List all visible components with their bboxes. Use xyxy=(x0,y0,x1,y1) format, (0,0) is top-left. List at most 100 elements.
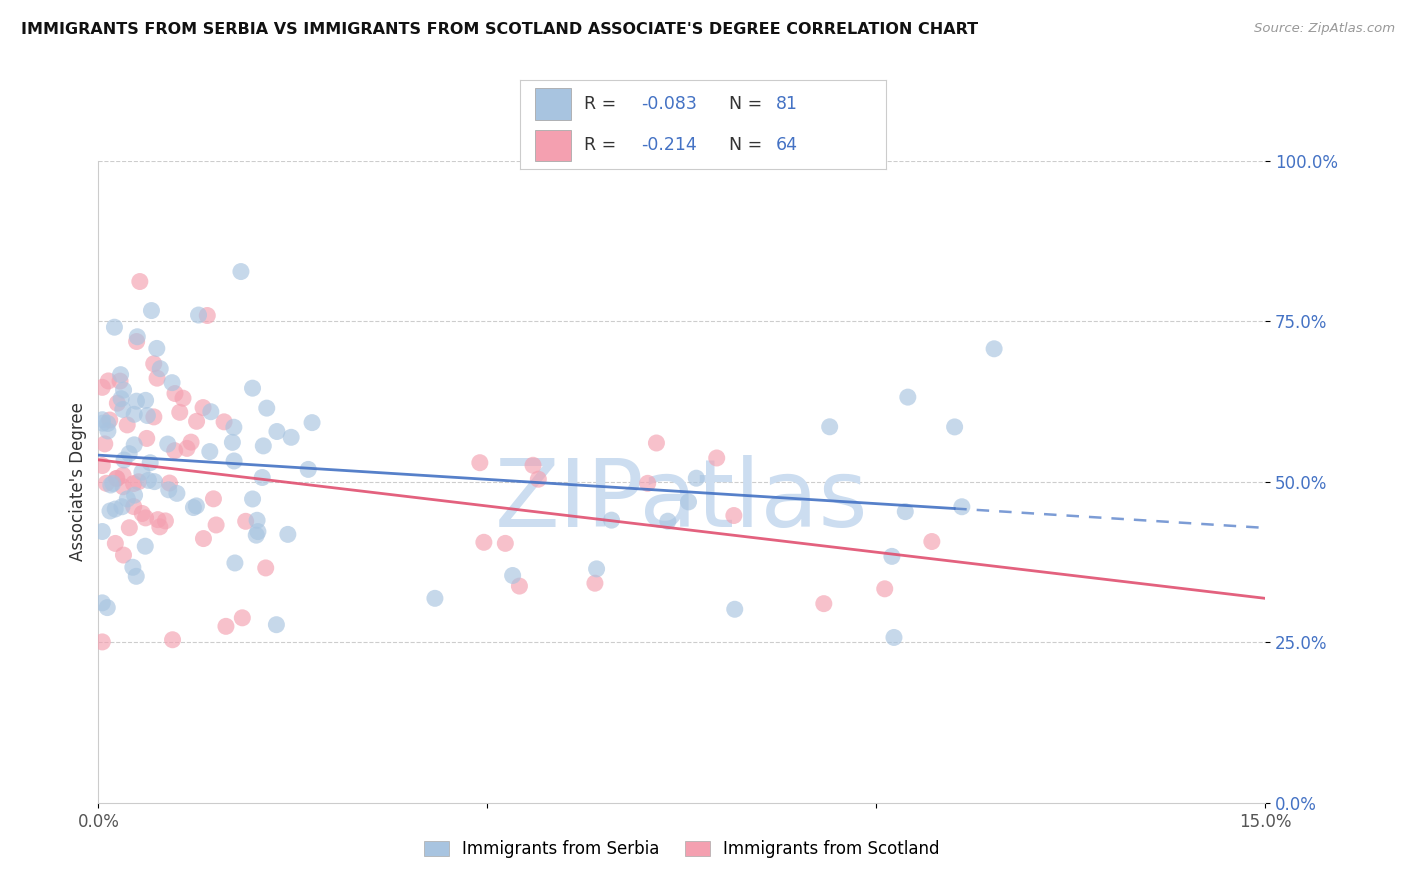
Point xyxy=(100,478,122,492)
Point xyxy=(122,500,145,514)
Text: R =: R = xyxy=(585,136,621,154)
Point xyxy=(125,334,148,349)
Point xyxy=(162,632,184,647)
Point xyxy=(583,576,606,591)
Point xyxy=(522,458,544,473)
Point xyxy=(112,480,135,494)
Point xyxy=(108,374,131,388)
Point xyxy=(127,330,149,344)
Point xyxy=(157,483,180,497)
Point xyxy=(873,582,896,596)
Point xyxy=(104,502,127,516)
Point xyxy=(125,569,148,583)
Point xyxy=(105,471,128,485)
Y-axis label: Associate's Degree: Associate's Degree xyxy=(69,402,87,561)
Point xyxy=(163,443,186,458)
Point xyxy=(91,458,114,473)
Point xyxy=(97,374,120,388)
Point xyxy=(186,414,208,428)
Point xyxy=(155,514,177,528)
Point xyxy=(146,371,169,385)
Point xyxy=(115,417,138,432)
Point xyxy=(104,536,127,550)
Point xyxy=(224,556,246,570)
Text: 64: 64 xyxy=(776,136,799,154)
Point xyxy=(256,401,278,416)
Point xyxy=(110,368,132,382)
Point xyxy=(242,491,264,506)
Text: R =: R = xyxy=(585,95,621,113)
Point xyxy=(98,504,121,518)
Point xyxy=(235,514,257,528)
Text: N =: N = xyxy=(728,136,768,154)
Point xyxy=(112,548,135,562)
Point xyxy=(91,524,114,539)
Point xyxy=(118,521,141,535)
Point xyxy=(91,413,114,427)
Point xyxy=(105,396,128,410)
Text: ZIPatlas: ZIPatlas xyxy=(495,455,869,547)
Point xyxy=(280,430,302,444)
Point xyxy=(678,495,700,509)
Point xyxy=(527,472,550,486)
Point xyxy=(277,527,299,541)
Point xyxy=(252,470,274,484)
Point xyxy=(301,416,323,430)
Point xyxy=(94,437,117,451)
Point xyxy=(254,561,277,575)
Point xyxy=(187,308,209,322)
Point xyxy=(191,401,214,415)
Point xyxy=(136,409,159,423)
Point xyxy=(149,361,172,376)
Text: N =: N = xyxy=(728,95,768,113)
Point xyxy=(131,465,153,479)
Point xyxy=(128,275,150,289)
Point xyxy=(146,513,169,527)
Point xyxy=(215,619,238,633)
Text: Source: ZipAtlas.com: Source: ZipAtlas.com xyxy=(1254,22,1395,36)
Point xyxy=(600,513,623,527)
Point xyxy=(163,386,186,401)
Point xyxy=(813,597,835,611)
Point xyxy=(117,491,139,506)
Point xyxy=(101,476,124,491)
Point xyxy=(221,435,243,450)
Point xyxy=(143,475,166,489)
Point xyxy=(222,454,245,468)
Point xyxy=(200,405,222,419)
Point xyxy=(205,518,228,533)
Point xyxy=(124,488,146,502)
Point xyxy=(98,413,121,427)
Point xyxy=(266,425,288,439)
Point xyxy=(880,549,903,564)
Point xyxy=(172,391,194,405)
Point xyxy=(921,534,943,549)
Point xyxy=(97,417,120,431)
Point xyxy=(202,491,225,506)
Point xyxy=(724,602,747,616)
Point xyxy=(637,476,659,491)
Point xyxy=(180,435,202,450)
Point xyxy=(91,635,114,649)
Point xyxy=(135,393,157,408)
Point xyxy=(818,419,841,434)
Point xyxy=(983,342,1005,356)
Point xyxy=(134,539,156,553)
Point xyxy=(723,508,745,523)
Point xyxy=(246,513,269,527)
Point xyxy=(166,486,188,500)
Point xyxy=(112,383,135,397)
Point xyxy=(97,424,120,438)
Point xyxy=(266,617,288,632)
Point xyxy=(149,520,172,534)
Point xyxy=(135,432,157,446)
Point xyxy=(160,376,183,390)
Point xyxy=(142,357,165,371)
Point xyxy=(231,611,253,625)
Point xyxy=(122,476,145,491)
Point xyxy=(645,436,668,450)
Text: -0.083: -0.083 xyxy=(641,95,697,113)
Point xyxy=(141,303,163,318)
Point xyxy=(183,500,205,515)
Point xyxy=(657,514,679,528)
